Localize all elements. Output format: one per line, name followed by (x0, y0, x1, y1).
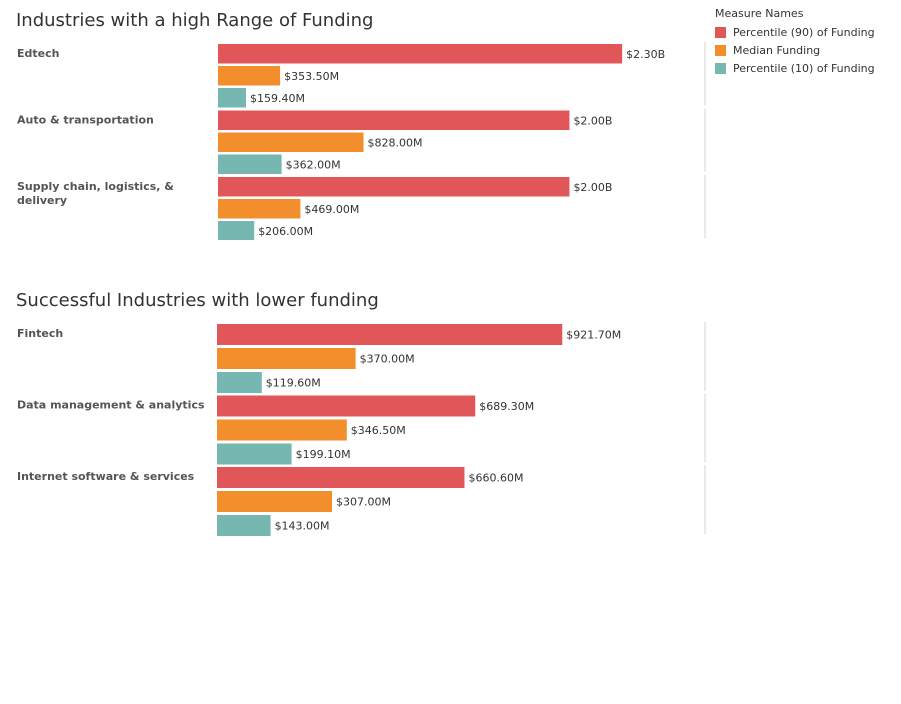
value-label: $119.60M (266, 377, 321, 390)
bar-p90[interactable] (218, 44, 623, 64)
legend-item-p90[interactable]: Percentile (90) of Funding (715, 23, 875, 41)
value-label: $921.70M (566, 329, 621, 342)
bar-p10[interactable] (218, 154, 282, 175)
value-label: $828.00M (368, 136, 423, 149)
value-label: $660.60M (468, 472, 523, 485)
category-label-line: Edtech (17, 47, 59, 60)
bar-p90[interactable] (218, 177, 570, 197)
value-label: $307.00M (336, 496, 391, 509)
bar-p90[interactable] (217, 395, 476, 417)
value-label: $143.00M (275, 520, 330, 533)
value-label: $206.00M (258, 225, 313, 238)
legend-label-p90: Percentile (90) of Funding (733, 25, 875, 39)
value-label: $346.50M (351, 424, 406, 437)
category-label-line: Supply chain, logistics, & (17, 180, 174, 193)
value-label: $159.40M (250, 92, 305, 105)
bar-p90[interactable] (217, 467, 465, 488)
category-label: Internet software & services (17, 470, 195, 483)
bar-median[interactable] (218, 66, 281, 86)
value-label: $370.00M (360, 353, 415, 366)
legend-item-median[interactable]: Median Funding (715, 41, 875, 59)
legend-title: Measure Names (715, 7, 804, 20)
value-label: $353.50M (284, 70, 339, 83)
bar-p90[interactable] (217, 324, 563, 345)
chart-title-high-range: Industries with a high Range of Funding (16, 10, 374, 31)
category-label: Fintech (17, 327, 63, 340)
chart-title-lower-funding: Successful Industries with lower funding (16, 290, 379, 311)
bar-p10[interactable] (217, 515, 271, 536)
category-label: Edtech (17, 47, 59, 60)
bar-median[interactable] (217, 419, 347, 441)
category-label-line: Data management & analytics (17, 399, 205, 412)
chart-high-range: Edtech $2.30B $353.50M $159.40M Auto & trans… (17, 42, 706, 240)
value-label: $2.30B (626, 48, 665, 61)
bar-p10[interactable] (218, 88, 247, 108)
legend-swatch-p90 (715, 26, 726, 38)
category-label: Data management & analytics (17, 399, 205, 412)
bar-median[interactable] (218, 132, 364, 153)
legend[interactable]: Measure Names Percentile (90) of Funding… (715, 7, 875, 77)
value-label: $2.00B (573, 181, 612, 194)
legend-label-p10: Percentile (10) of Funding (733, 61, 875, 75)
value-label: $2.00B (573, 114, 612, 127)
chart-lower-funding: Fintech $921.70M $370.00M $119.60M Data mana… (17, 322, 706, 536)
legend-swatch-median (715, 44, 726, 56)
legend-swatch-p10 (715, 62, 726, 74)
bar-p10[interactable] (217, 443, 292, 465)
category-label: Supply chain, logistics, & delivery (17, 180, 174, 207)
value-label: $469.00M (304, 203, 359, 216)
category-label-line: Fintech (17, 327, 63, 340)
value-label: $199.10M (296, 448, 351, 461)
category-label-line: Auto & transportation (17, 114, 154, 127)
bar-median[interactable] (217, 491, 333, 512)
value-label: $362.00M (286, 158, 341, 171)
category-label-line: delivery (17, 194, 67, 207)
category-label: Auto & transportation (17, 114, 154, 127)
value-label: $689.30M (479, 400, 534, 413)
category-label-line: Internet software & services (17, 470, 195, 483)
legend-label-median: Median Funding (733, 43, 821, 57)
legend-item-p10[interactable]: Percentile (10) of Funding (715, 59, 875, 77)
bar-median[interactable] (218, 199, 301, 219)
bar-p10[interactable] (218, 221, 255, 240)
bar-p10[interactable] (217, 372, 262, 393)
bar-p90[interactable] (218, 110, 570, 131)
bar-median[interactable] (217, 348, 356, 369)
